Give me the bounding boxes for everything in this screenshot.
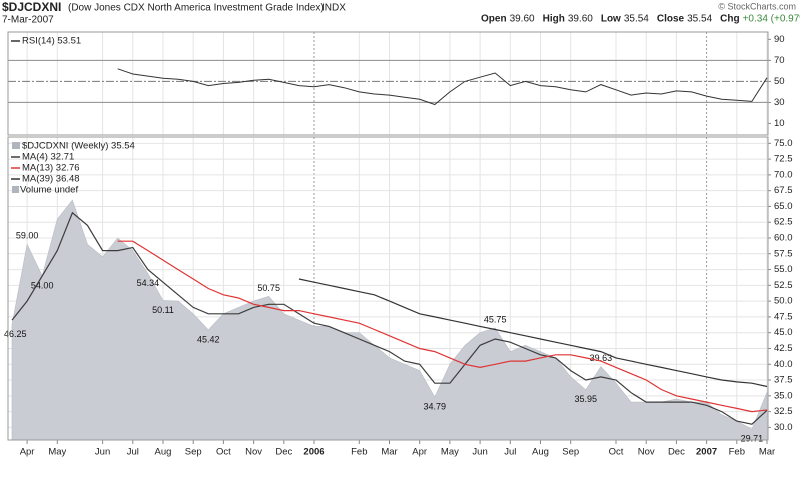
x-tick-label: Mar [381, 447, 397, 458]
y-tick-label: 50.0 [774, 296, 793, 307]
x-tick-label: Feb [729, 447, 745, 458]
legend-label: MA(13) 32.76 [22, 163, 80, 174]
legend-label: MA(39) 36.48 [22, 174, 80, 185]
y-tick-label: 75.0 [774, 138, 793, 149]
x-tick-label: Apr [412, 447, 427, 458]
panel-frame [7, 136, 769, 441]
rsi-line [117, 68, 768, 106]
date: 7-Mar-2007 [2, 15, 54, 26]
quote-value: 35.54 [624, 14, 649, 25]
y-tick-label: 10 [774, 118, 785, 129]
quote-label: Open [481, 14, 507, 25]
x-tick-label: Apr [20, 447, 35, 458]
y-tick-label: 57.5 [774, 248, 793, 259]
y-tick-label: 70.0 [774, 169, 793, 180]
y-tick-label: 42.5 [774, 343, 793, 354]
y-tick-label: 52.5 [774, 280, 793, 291]
ma-line [11, 211, 768, 425]
x-tick-label: Aug [532, 447, 549, 458]
value-label: 29.71 [741, 434, 764, 444]
y-tick-label: 47.5 [774, 311, 793, 322]
x-tick-label: Dec [275, 447, 292, 458]
value-label: 35.95 [575, 394, 598, 404]
legend-swatch [12, 142, 20, 149]
quote-value: 35.54 [687, 14, 712, 25]
quote-label: High [543, 14, 565, 25]
legend-swatch [12, 186, 19, 193]
value-label: 46.25 [4, 329, 27, 339]
panel-frame [7, 31, 769, 136]
value-label: 45.75 [484, 314, 507, 324]
y-tick-label: 62.5 [774, 217, 793, 228]
value-label: 45.42 [197, 334, 220, 344]
credit: © StockCharts.com [718, 1, 796, 11]
y-tick-label: 67.5 [774, 185, 793, 196]
symbol: $DJCDXNI [2, 0, 61, 14]
legend-label: RSI(14) 53.51 [22, 36, 81, 47]
x-tick-label: Nov [245, 447, 262, 458]
y-tick-label: 35.0 [774, 390, 793, 401]
y-tick-label: 37.5 [774, 375, 793, 386]
x-tick-label: Jun [95, 447, 110, 458]
y-tick-label: 90 [774, 34, 785, 45]
y-tick-label: 45.0 [774, 327, 793, 338]
x-tick-label: 2006 [303, 447, 324, 458]
x-tick-label: Mar [759, 447, 775, 458]
quote-label: Low [601, 14, 621, 25]
x-tick-label: Jul [127, 447, 139, 458]
x-tick-label: May [441, 447, 459, 458]
x-tick-label: Oct [216, 447, 231, 458]
legend-label: Volume undef [20, 185, 78, 196]
quote-value: 39.60 [568, 14, 593, 25]
x-tick-label: Sep [185, 447, 202, 458]
value-label: 54.00 [31, 280, 54, 290]
y-tick-label: 40.0 [774, 359, 793, 370]
y-tick-label: 72.5 [774, 154, 793, 165]
x-tick-label: May [48, 447, 66, 458]
y-tick-label: 60.0 [774, 233, 793, 244]
x-tick-label: Oct [609, 447, 624, 458]
value-label: 59.00 [16, 231, 39, 241]
ma-line [298, 278, 768, 388]
x-tick-label: Jun [472, 447, 487, 458]
quote-label: Chg [720, 14, 739, 25]
quote-value: +0.34 (+0.97%) [743, 14, 800, 25]
x-tick-label: 2007 [696, 447, 717, 458]
value-label: 50.11 [152, 305, 174, 315]
y-tick-label: 30.0 [774, 422, 793, 433]
x-tick-label: Jul [504, 447, 516, 458]
index-name: (Dow Jones CDX North America Investment … [68, 3, 324, 14]
y-tick-label: 50 [774, 76, 785, 87]
y-tick-label: 30 [774, 97, 785, 108]
x-tick-label: Feb [351, 447, 367, 458]
value-label: 39.63 [590, 353, 613, 363]
ma-line [117, 240, 768, 413]
value-label: 34.79 [424, 402, 447, 412]
legend-label: $DJCDXNI (Weekly) 35.54 [22, 141, 135, 152]
x-tick-label: Dec [668, 447, 685, 458]
x-tick-label: Sep [562, 447, 579, 458]
y-tick-label: 65.0 [774, 201, 793, 212]
price-area [11, 199, 768, 441]
value-label: 50.75 [257, 283, 280, 293]
legend-label: MA(4) 32.71 [22, 152, 74, 163]
quote-label: Close [657, 14, 685, 25]
x-tick-label: Nov [638, 447, 655, 458]
exchange: INDX [322, 3, 346, 14]
value-label: 54.34 [137, 278, 160, 288]
quote-value: 39.60 [510, 14, 535, 25]
y-tick-label: 32.5 [774, 406, 793, 417]
y-tick-label: 70 [774, 55, 785, 66]
x-tick-label: Aug [155, 447, 172, 458]
y-tick-label: 55.0 [774, 264, 793, 275]
